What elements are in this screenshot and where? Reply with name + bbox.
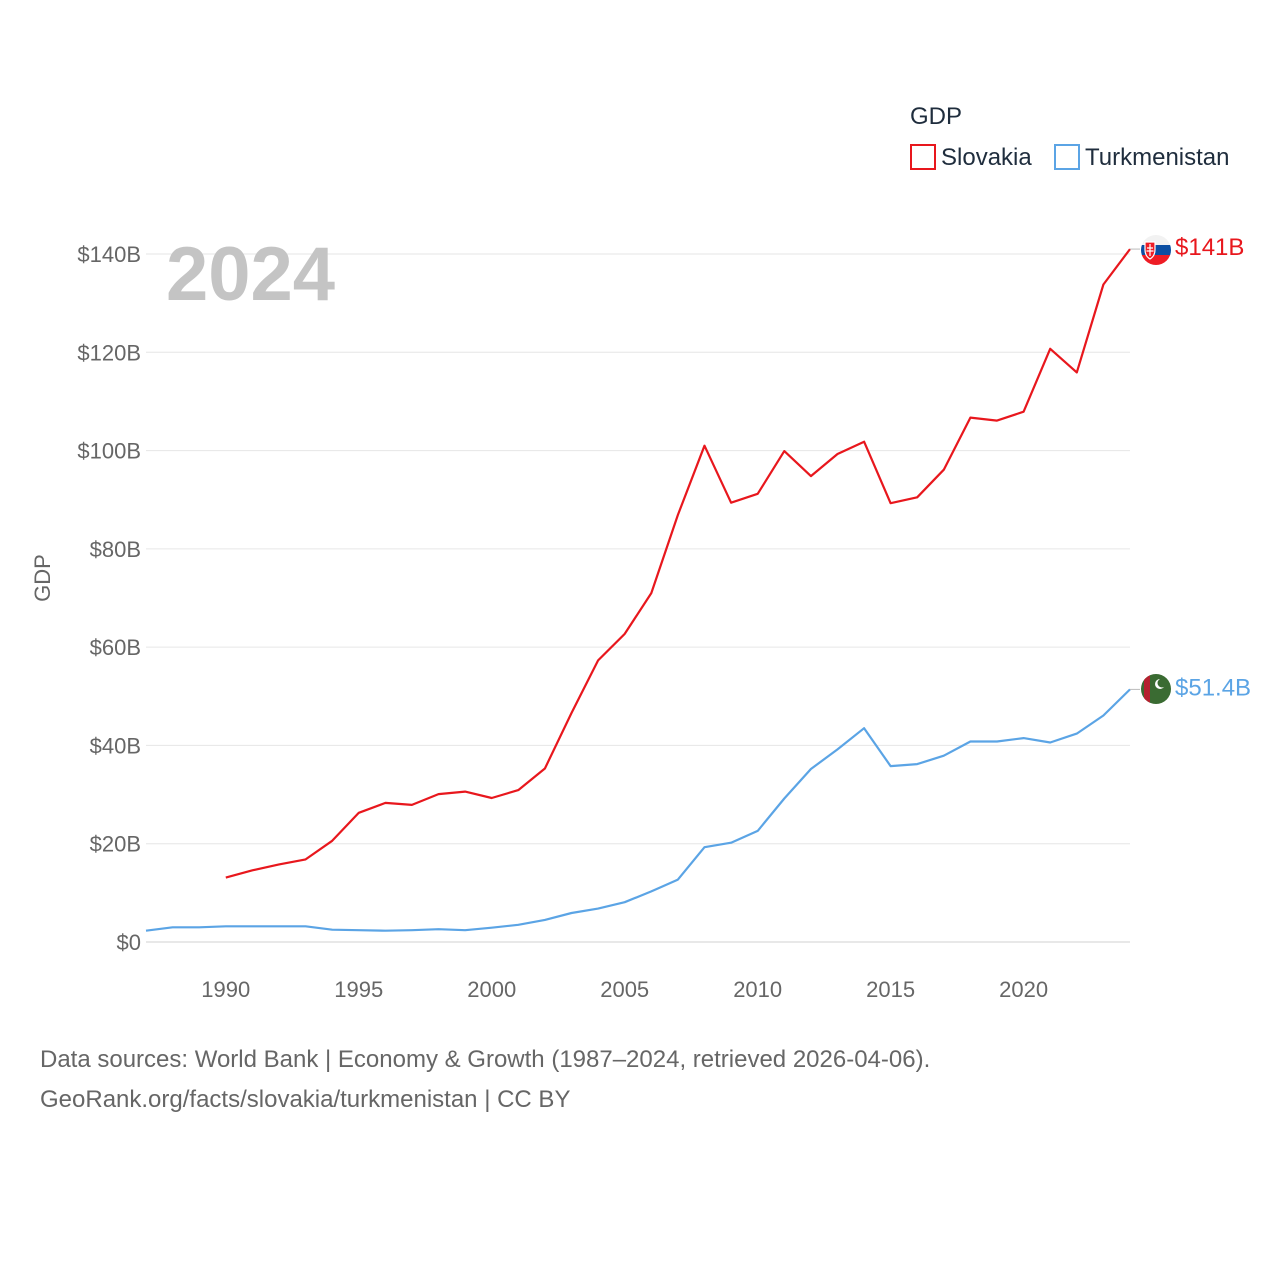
- legend-swatch-slovakia: [910, 144, 936, 170]
- series-line-slovakia[interactable]: [225, 248, 1131, 879]
- end-label-turkmenistan: $51.4B: [1175, 674, 1251, 701]
- year-label: 2024: [166, 232, 335, 317]
- y-tick-label: $120B: [77, 340, 141, 365]
- legend-title: GDP: [910, 103, 962, 130]
- y-tick-label: $80B: [90, 537, 141, 562]
- legend-item-slovakia[interactable]: Slovakia: [910, 144, 1032, 171]
- x-axis-ticks: 1990 1995 2000 2005 2010 2015 2020: [201, 977, 1048, 1002]
- y-axis-title: GDP: [30, 554, 55, 602]
- x-tick-label: 1995: [334, 977, 383, 1002]
- series-lines: [145, 248, 1131, 932]
- slovakia-flag-icon: [1141, 235, 1171, 265]
- series-line-turkmenistan[interactable]: [145, 688, 1131, 932]
- footer: Data sources: World Bank | Economy & Gro…: [40, 1040, 930, 1120]
- gridlines: [146, 253, 1130, 943]
- data-sources-text: Data sources: World Bank | Economy & Gro…: [40, 1046, 931, 1073]
- x-tick-label: 2005: [600, 977, 649, 1002]
- end-label-slovakia: $141B: [1175, 234, 1244, 261]
- legend-item-turkmenistan[interactable]: Turkmenistan: [1054, 144, 1230, 171]
- y-axis-ticks: $0 $20B $40B $60B $80B $100B $120B $140B: [77, 242, 141, 955]
- source-url-text: GeoRank.org/facts/slovakia/turkmenistan …: [40, 1086, 571, 1113]
- legend-label-turkmenistan: Turkmenistan: [1085, 144, 1230, 171]
- x-tick-label: 2015: [866, 977, 915, 1002]
- y-tick-label: $40B: [90, 733, 141, 758]
- y-tick-label: $100B: [77, 439, 141, 464]
- y-tick-label: $140B: [77, 242, 141, 267]
- legend-label-slovakia: Slovakia: [941, 144, 1032, 171]
- legend-swatch-turkmenistan: [1054, 144, 1080, 170]
- x-tick-label: 2020: [999, 977, 1048, 1002]
- end-labels: $141B $51.4B: [1130, 234, 1251, 701]
- legend: GDP Slovakia Turkmenistan: [910, 103, 1230, 171]
- y-tick-label: $0: [117, 930, 141, 955]
- y-tick-label: $20B: [90, 832, 141, 857]
- x-tick-label: 2010: [733, 977, 782, 1002]
- turkmenistan-flag-icon: [1141, 674, 1171, 704]
- x-tick-label: 2000: [467, 977, 516, 1002]
- x-tick-label: 1990: [201, 977, 250, 1002]
- y-tick-label: $60B: [90, 635, 141, 660]
